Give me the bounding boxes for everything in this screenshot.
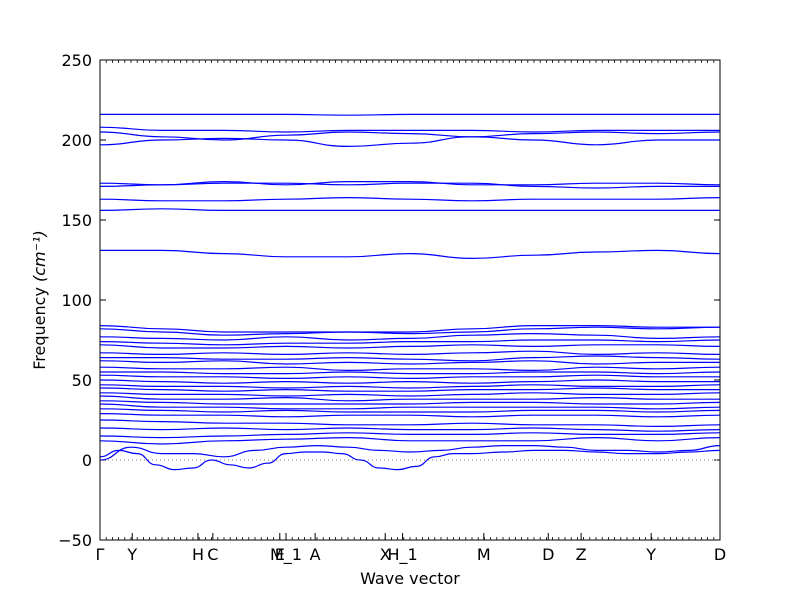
plot-frame [99,59,721,541]
band-line [99,403,721,410]
band-line [99,444,721,461]
band-line [99,344,721,349]
band-line [99,436,721,445]
band-line [99,366,721,372]
band-line [99,326,721,336]
x-axis-label: Wave vector [360,569,460,588]
y-axis-ticks: −50 0 50 100 150 200 250 [58,51,720,550]
band-line [99,432,721,439]
phonon-bands [99,113,721,471]
x-tick-label: M_1 [270,545,302,565]
y-tick-label: −50 [58,531,92,550]
y-tick-label: 200 [61,131,92,150]
x-tick-label: Γ [96,545,105,564]
band-line [99,400,721,405]
x-tick-label: M [477,545,491,564]
band-line [99,249,721,260]
band-line [99,196,721,202]
x-axis-ticks: Γ Y H C EM_1 A XH_1 M D Z Y D [96,60,726,565]
y-tick-label: 50 [72,371,92,390]
x-tick-label: C [207,545,218,564]
x-tick-label: D [714,545,726,564]
y-tick-label: 150 [61,211,92,230]
x-tick-label: D [542,545,554,564]
band-line [99,419,721,428]
y-tick-label: 100 [61,291,92,310]
band-line [99,182,720,189]
y-tick-label: 0 [82,451,92,470]
band-line [99,180,721,186]
band-line [99,325,720,333]
x-tick-label: E [275,545,285,564]
y-axis-label-text: Frequency [30,287,49,370]
band-line [99,332,721,341]
band-line [99,387,720,392]
x-tick-label: A [310,545,321,564]
band-line [99,408,721,413]
band-line [100,113,720,116]
band-line [100,355,721,362]
band-line [99,395,720,402]
x-tick-label: H [192,545,204,564]
x-tick-label: Z [576,545,587,564]
band-line [100,371,721,375]
band-line [99,126,720,133]
band-line [99,413,721,418]
x-tick-label: Y [126,545,137,564]
band-line [99,350,721,356]
band-line [99,449,721,471]
band-line [99,392,721,397]
y-axis-label-unit: (cm⁻¹) [30,230,49,282]
band-line [99,427,721,432]
band-line [99,339,721,346]
band-line [99,374,720,380]
y-tick-label: 250 [61,51,92,70]
band-line [99,384,721,389]
y-axis-label: Frequency (cm⁻¹) [30,230,49,369]
x-tick-label: Y [645,545,656,564]
band-line [99,379,720,384]
x-tick-label: X [380,545,391,564]
x-tick-label: H_1 [387,545,417,565]
band-line [99,360,720,365]
band-line [99,136,720,148]
band-line [99,208,720,212]
